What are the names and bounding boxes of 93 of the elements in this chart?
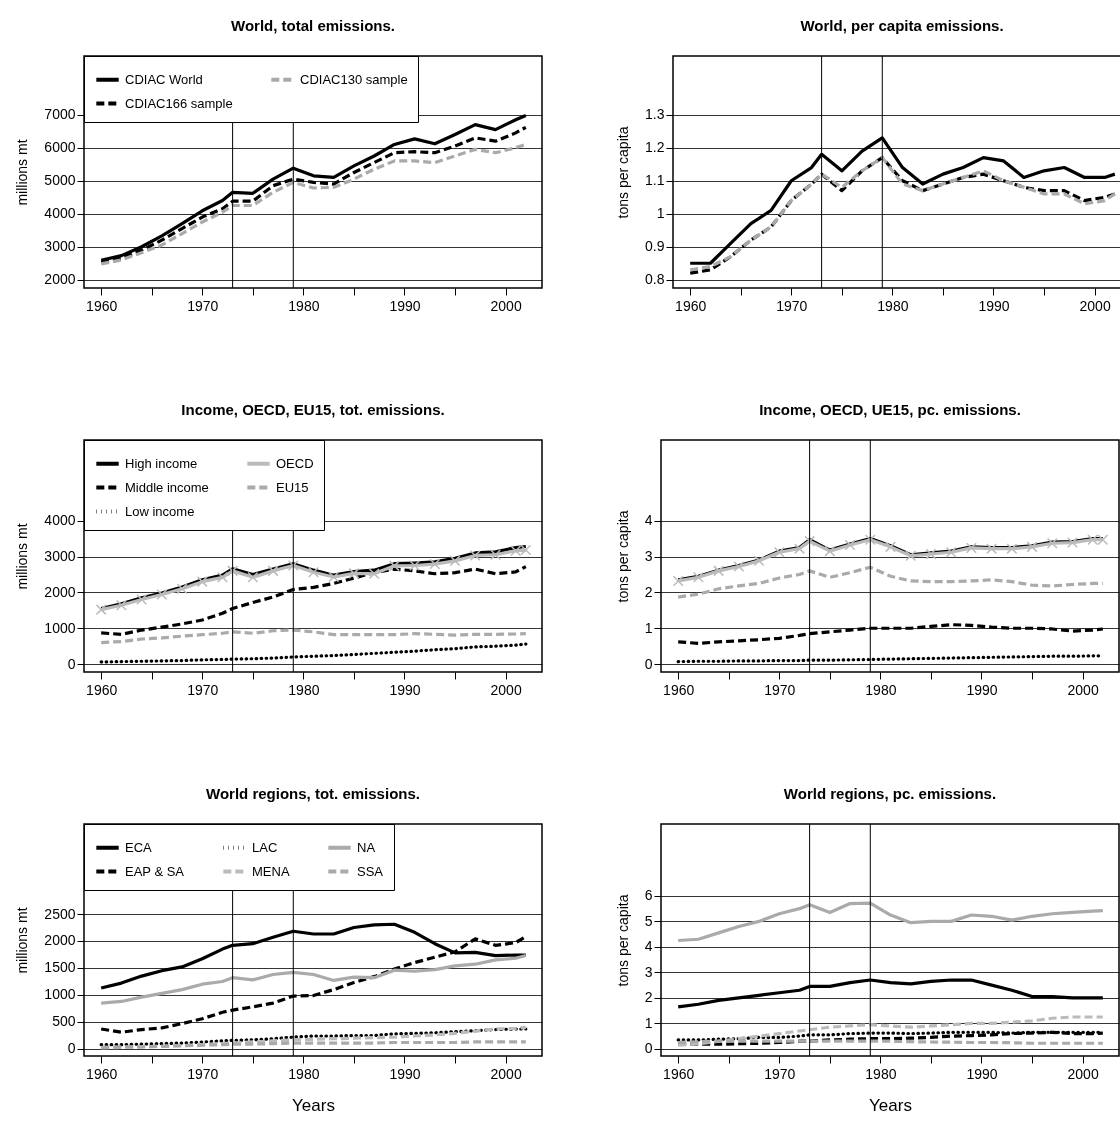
y-tick-label: 2 [644, 583, 653, 600]
y-tick-label: 3000 [44, 548, 76, 565]
x-tick-label: 1980 [288, 297, 320, 314]
y-tick-label: 1500 [44, 959, 76, 976]
x-tick-label: 2000 [1067, 1065, 1099, 1082]
y-tick-label: 3 [644, 548, 653, 565]
x-tick-label: 1970 [187, 681, 219, 698]
x-tick-label: 1970 [187, 297, 219, 314]
x-tick-label: 1980 [288, 1065, 320, 1082]
legend-label: CDIAC130 sample [300, 71, 408, 87]
y-axis-title: millions mt [14, 523, 31, 590]
x-tick-label: 1960 [86, 297, 118, 314]
chart-title: World regions, pc. emissions. [783, 785, 997, 802]
y-tick-label: 4000 [44, 512, 76, 529]
y-tick-label: 4 [644, 512, 653, 529]
x-tick-label: 1960 [663, 1065, 695, 1082]
x-axis-title: Years [292, 1095, 335, 1115]
x-tick-label: 1960 [86, 681, 118, 698]
y-tick-label: 2000 [44, 583, 76, 600]
y-tick-label: 7000 [44, 106, 76, 123]
y-axis-title: millions mt [14, 907, 31, 974]
x-tick-label: 1990 [389, 681, 421, 698]
y-tick-label: 4 [644, 938, 653, 955]
y-axis-title: millions mt [14, 139, 31, 206]
y-axis-title: tons per capita [615, 126, 632, 219]
legend-label: OECD [276, 455, 314, 471]
x-tick-label: 2000 [490, 1065, 522, 1082]
chart-title: World regions, tot. emissions. [206, 785, 420, 802]
x-tick-label: 1970 [764, 1065, 796, 1082]
x-tick-label: 2000 [1079, 297, 1111, 314]
y-tick-label: 1 [644, 1014, 653, 1031]
legend-label: EAP & SA [125, 863, 185, 879]
chart-title: Income, OECD, UE15, pc. emissions. [759, 401, 1021, 418]
y-tick-label: 500 [52, 1013, 76, 1030]
y-tick-label: 1000 [44, 986, 76, 1003]
legend-label: Middle income [125, 479, 209, 495]
legend-label: CDIAC166 sample [125, 95, 233, 111]
legend-label: ECA [125, 839, 153, 855]
x-tick-label: 2000 [1067, 681, 1099, 698]
y-tick-label: 6 [644, 887, 653, 904]
legend-label: High income [125, 455, 198, 471]
legend-label: MENA [252, 863, 290, 879]
y-tick-label: 2500 [44, 905, 76, 922]
y-tick-label: 2000 [44, 932, 76, 949]
y-tick-label: 1 [644, 619, 653, 636]
y-axis-title: tons per capita [614, 510, 631, 603]
x-tick-label: 1980 [865, 1065, 897, 1082]
legend-label: SSA [357, 863, 384, 879]
y-tick-label: 1.3 [645, 106, 665, 123]
x-tick-label: 1960 [663, 681, 695, 698]
y-tick-label: 2 [644, 989, 653, 1006]
chart-title: World, total emissions. [231, 17, 395, 34]
y-tick-label: 1 [656, 205, 665, 222]
legend-label: Low income [125, 503, 195, 519]
y-tick-label: 0.8 [645, 271, 665, 288]
x-tick-label: 1980 [288, 681, 320, 698]
y-tick-label: 3000 [44, 238, 76, 255]
legend-label: CDIAC World [125, 71, 203, 87]
x-tick-label: 1990 [978, 297, 1010, 314]
chart-title: World, per capita emissions. [800, 17, 1004, 34]
y-tick-label: 3 [644, 963, 653, 980]
x-tick-label: 1990 [389, 297, 421, 314]
chart-title: Income, OECD, EU15, tot. emissions. [181, 401, 445, 418]
x-tick-label: 2000 [490, 297, 522, 314]
y-tick-label: 0 [644, 655, 653, 672]
x-tick-label: 2000 [490, 681, 522, 698]
x-tick-label: 1970 [764, 681, 796, 698]
legend-label: LAC [252, 839, 278, 855]
y-tick-label: 1.2 [645, 139, 665, 156]
y-tick-label: 1.1 [645, 172, 665, 189]
y-tick-label: 0 [67, 1040, 76, 1057]
x-tick-label: 1990 [389, 1065, 421, 1082]
y-tick-label: 5 [644, 912, 653, 929]
y-tick-label: 4000 [44, 205, 76, 222]
x-tick-label: 1980 [865, 681, 897, 698]
x-tick-label: 1960 [86, 1065, 118, 1082]
y-tick-label: 0.9 [645, 238, 665, 255]
y-tick-label: 0 [644, 1040, 653, 1057]
legend-label: EU15 [276, 479, 309, 495]
x-tick-label: 1990 [966, 681, 998, 698]
y-tick-label: 2000 [44, 271, 76, 288]
x-tick-label: 1980 [877, 297, 909, 314]
x-tick-label: 1970 [776, 297, 808, 314]
x-axis-title: Years [869, 1095, 912, 1115]
y-tick-label: 6000 [44, 139, 76, 156]
y-tick-label: 5000 [44, 172, 76, 189]
x-tick-label: 1990 [966, 1065, 998, 1082]
y-tick-label: 1000 [44, 619, 76, 636]
legend-label: NA [357, 839, 376, 855]
y-tick-label: 0 [67, 655, 76, 672]
x-tick-label: 1970 [187, 1065, 219, 1082]
x-tick-label: 1960 [675, 297, 707, 314]
y-axis-title: tons per capita [614, 894, 631, 987]
